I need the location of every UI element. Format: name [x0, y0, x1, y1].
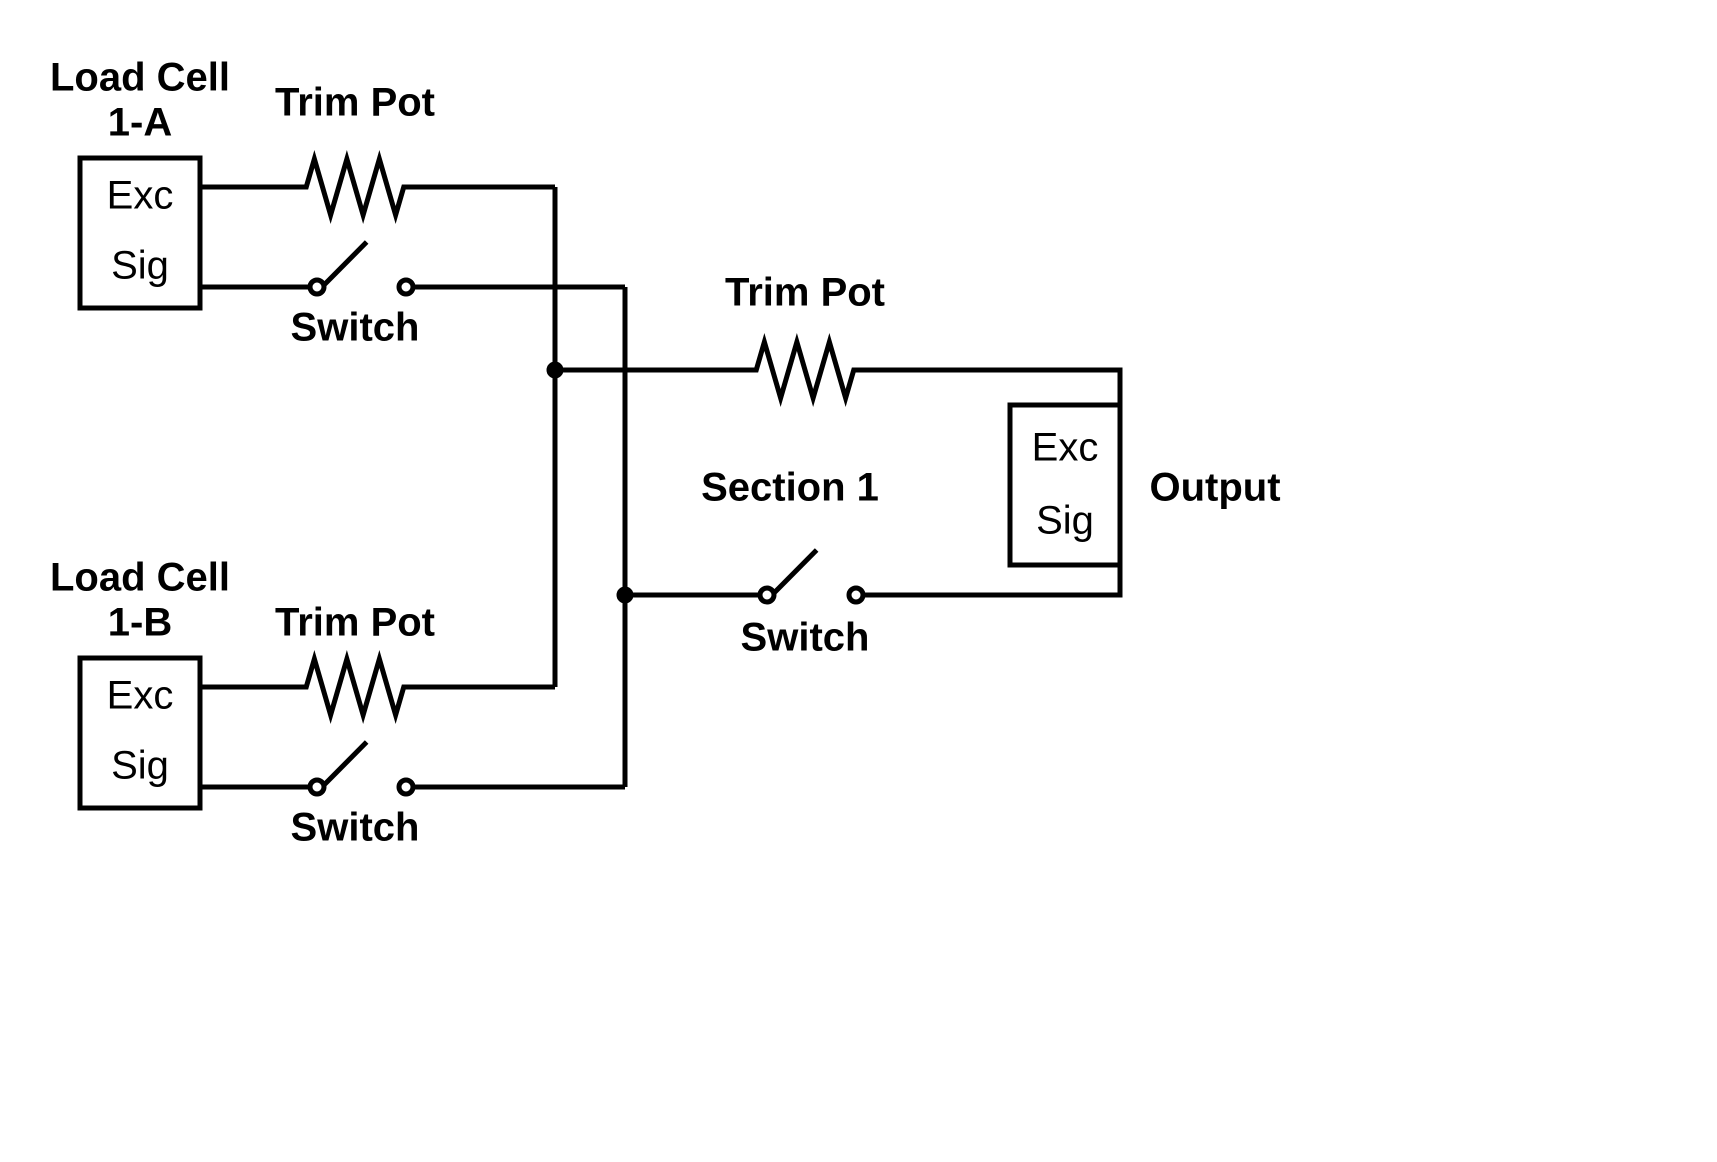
switch-1a-arm	[324, 242, 367, 285]
switch-1b-terminal-left	[310, 780, 324, 794]
loadcell-1b-exc-label: Exc	[107, 674, 174, 718]
wire-sec-sig-b	[863, 565, 1120, 595]
switch-1a-label: Switch	[291, 306, 420, 350]
switch-1a-terminal-right	[399, 280, 413, 294]
trimpot-1a-label: Trim Pot	[275, 81, 435, 125]
switch-section-terminal-right	[849, 588, 863, 602]
switch-1a-terminal-left	[310, 280, 324, 294]
loadcell-1b-sig-label: Sig	[111, 744, 169, 788]
loadcell-1a-exc-label: Exc	[107, 174, 174, 218]
loadcell-1a-title-2: 1-A	[108, 101, 172, 145]
switch-section-arm	[774, 550, 817, 593]
switch-1b-arm	[324, 742, 367, 785]
trimpot-section	[740, 342, 870, 398]
trimpot-section-label: Trim Pot	[725, 271, 885, 315]
output-sig-label: Sig	[1036, 499, 1094, 543]
node-exc-junction	[549, 364, 561, 376]
loadcell-1b-title-2: 1-B	[108, 601, 172, 645]
loadcell-1a-title-1: Load Cell	[50, 56, 230, 100]
node-sig-junction	[619, 589, 631, 601]
output-exc-label: Exc	[1032, 426, 1099, 470]
loadcell-1b-title-1: Load Cell	[50, 556, 230, 600]
switch-section-label: Switch	[741, 616, 870, 660]
section1-label: Section 1	[701, 466, 879, 510]
trimpot-1a	[290, 159, 420, 215]
switch-1b-terminal-right	[399, 780, 413, 794]
switch-section-terminal-left	[760, 588, 774, 602]
switch-1b-label: Switch	[291, 806, 420, 850]
wire-sec-exc-b	[870, 370, 1120, 405]
trimpot-1b	[290, 659, 420, 715]
loadcell-1a-sig-label: Sig	[111, 244, 169, 288]
output-label: Output	[1149, 466, 1280, 510]
circuit-diagram: ExcSigExcSigExcSigLoad Cell1-ALoad Cell1…	[0, 0, 1717, 1162]
trimpot-1b-label: Trim Pot	[275, 601, 435, 645]
